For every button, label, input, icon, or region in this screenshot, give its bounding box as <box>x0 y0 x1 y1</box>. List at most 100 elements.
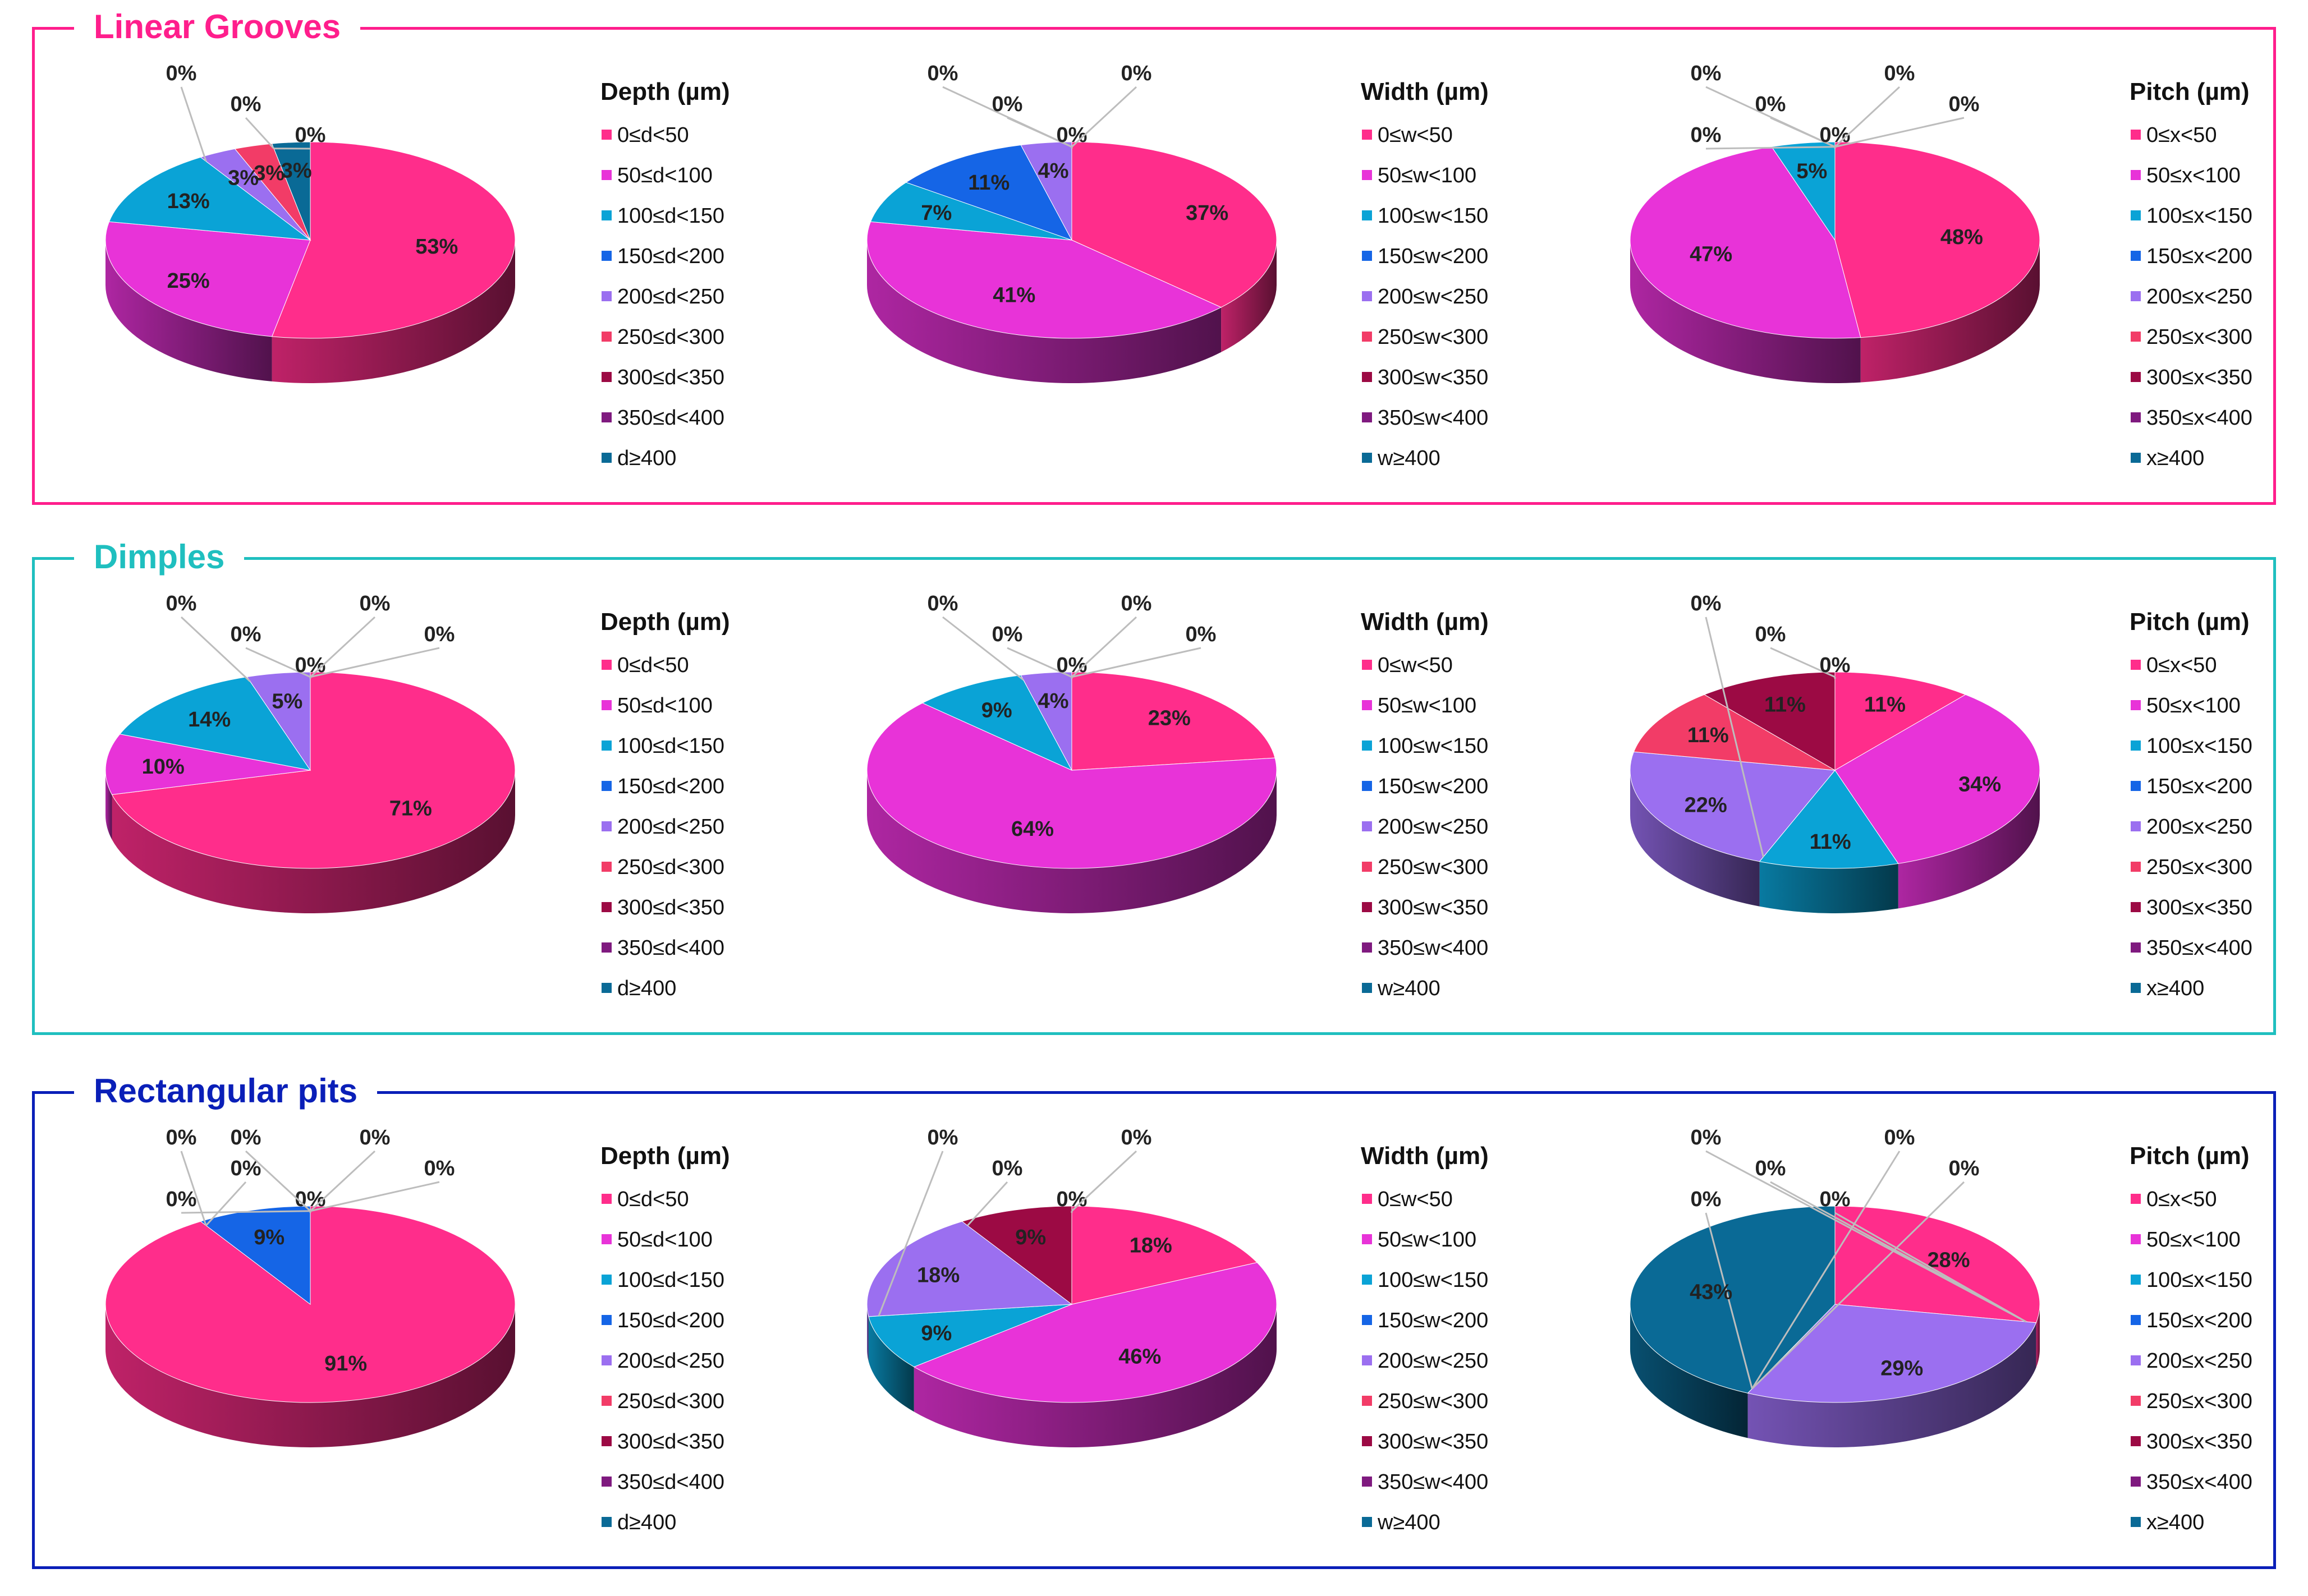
legend-swatch <box>2131 700 2141 710</box>
legend-item-300-w-350: 300≤w<350 <box>1378 366 1488 389</box>
pie-label-250-x-300: 0% <box>1884 1126 1915 1149</box>
leader-line <box>181 87 206 162</box>
legend-item-150-x-200: 150≤x<200 <box>2146 1309 2252 1332</box>
leader-line <box>1072 617 1136 677</box>
leader-line <box>310 648 439 677</box>
legend-swatch <box>602 821 612 831</box>
legend-swatch <box>602 291 612 301</box>
legend-swatch <box>2131 942 2141 953</box>
pie-label-150-w-200: 0% <box>928 1126 958 1149</box>
legend-swatch <box>602 332 612 342</box>
legend-swatch <box>2131 740 2141 751</box>
legend-swatch <box>2131 1517 2141 1527</box>
legend-item-250-w-300: 250≤w<300 <box>1378 325 1488 349</box>
pie-chart-dimples-pitch-m: 11%34%11%0%22%11%11%0%0% <box>1630 592 2040 913</box>
pie-chart-rectangular-pits-depth-m: 91%0%0%9%0%0%0%0%0% <box>105 1126 515 1447</box>
pie-label-250-d-300: 0% <box>231 623 261 646</box>
pie-label-d-400: 0% <box>424 623 455 646</box>
pie-label-200-d-250: 5% <box>272 690 302 714</box>
pie-label-250-x-300: 0% <box>1820 123 1851 147</box>
legend-item-350-w-400: 350≤w<400 <box>1378 1470 1488 1494</box>
legend-swatch <box>2131 1234 2141 1244</box>
legend-swatch <box>602 1436 612 1446</box>
legend-item-200-w-250: 200≤w<250 <box>1378 815 1488 839</box>
legend-item-150-w-200: 150≤w<200 <box>1378 775 1488 798</box>
pie-label-250-d-300: 0% <box>360 1126 391 1149</box>
legend-title: Depth (µm) <box>600 608 730 636</box>
legend-swatch <box>2131 170 2141 180</box>
pie-chart-linear-grooves-depth-m: 53%25%13%0%3%3%0%0%3% <box>105 62 515 383</box>
legend-swatch <box>1362 291 1372 301</box>
legend-swatch <box>2131 1275 2141 1285</box>
legend-item-350-d-400: 350≤d<400 <box>617 936 724 960</box>
legend-swatch <box>1362 1436 1372 1446</box>
legend-item-50-x-100: 50≤x<100 <box>2146 164 2241 187</box>
legend-item-100-w-150: 100≤w<150 <box>1378 1268 1488 1292</box>
legend-swatch <box>1362 942 1372 953</box>
legend-swatch <box>1362 453 1372 463</box>
pie-label-300-d-350: 0% <box>231 93 261 116</box>
legend-item-200-x-250: 200≤x<250 <box>2146 815 2252 839</box>
legend-item-x-400: x≥400 <box>2146 977 2204 1000</box>
pie-chart-linear-grooves-pitch-m: 48%47%5%0%0%0%0%0%0% <box>1630 62 2040 383</box>
legend-item-50-d-100: 50≤d<100 <box>617 694 713 717</box>
pie-label-200-w-250: 4% <box>1038 159 1069 183</box>
pie-label-x-400: 43% <box>1690 1280 1732 1304</box>
legend-swatch <box>602 983 612 993</box>
leader-line <box>1835 118 1964 147</box>
legend-item-0-w-50: 0≤w<50 <box>1378 1188 1453 1211</box>
pie-label-300-d-350: 0% <box>424 1157 455 1180</box>
legend-swatch <box>2131 1194 2141 1204</box>
pie-label-50-d-100: 25% <box>167 269 210 293</box>
legend-swatch <box>2131 453 2141 463</box>
pie-label-100-d-150: 13% <box>167 190 210 213</box>
pie-label-350-d-400: 0% <box>360 592 391 615</box>
pie-label-50-w-100: 46% <box>1118 1345 1161 1369</box>
pie-label-w-400: 0% <box>1186 623 1217 646</box>
legend-swatch <box>2131 412 2141 422</box>
legend-item-50-x-100: 50≤x<100 <box>2146 1228 2241 1252</box>
legend-item-350-x-400: 350≤x<400 <box>2146 936 2252 960</box>
legend-swatch <box>602 1355 612 1365</box>
legend-swatch <box>1362 251 1372 261</box>
pie-label-0-x-50: 48% <box>1940 226 1983 249</box>
leader-line <box>1072 648 1201 677</box>
legend-swatch <box>602 1517 612 1527</box>
pie-label-w-400: 0% <box>1121 62 1152 85</box>
legend-swatch <box>602 942 612 953</box>
legend-item-100-x-150: 100≤x<150 <box>2146 1268 2252 1292</box>
legend-item-x-400: x≥400 <box>2146 447 2204 470</box>
pie-label-50-x-100: 34% <box>1958 773 2001 797</box>
legend-swatch <box>2131 372 2141 382</box>
legend-item-350-d-400: 350≤d<400 <box>617 406 724 430</box>
legend-swatch <box>1362 1396 1372 1406</box>
legend-swatch <box>602 740 612 751</box>
pie-label-0-d-50: 71% <box>389 797 432 821</box>
legend-item-150-w-200: 150≤w<200 <box>1378 245 1488 268</box>
legend-swatch <box>1362 1517 1372 1527</box>
legend-swatch <box>2131 1436 2141 1446</box>
legend-title: Pitch (µm) <box>2130 78 2250 105</box>
legend-swatch <box>1362 412 1372 422</box>
legend-swatch <box>1362 332 1372 342</box>
legend-item-0-x-50: 0≤x<50 <box>2146 654 2217 677</box>
legend-swatch <box>602 453 612 463</box>
legend-item-150-x-200: 150≤x<200 <box>2146 775 2252 798</box>
legend-swatch <box>602 170 612 180</box>
pie-label-0-d-50: 53% <box>415 235 458 259</box>
legend-swatch <box>602 1396 612 1406</box>
legend-swatch <box>1362 740 1372 751</box>
legend-swatch <box>2131 862 2141 872</box>
legend-swatch <box>2131 1477 2141 1487</box>
leader-line <box>310 617 375 677</box>
legend-swatch <box>2131 781 2141 791</box>
legend-item-300-d-350: 300≤d<350 <box>617 896 724 919</box>
legend-item-350-w-400: 350≤w<400 <box>1378 936 1488 960</box>
pie-label-350-d-400: 0% <box>295 123 326 147</box>
pie-label-0-w-50: 37% <box>1186 201 1228 225</box>
leader-line <box>310 1182 439 1211</box>
pie-label-50-d-100: 10% <box>142 755 185 779</box>
legend-item-100-w-150: 100≤w<150 <box>1378 204 1488 228</box>
legend-swatch <box>602 412 612 422</box>
legend-item-50-w-100: 50≤w<100 <box>1378 694 1476 717</box>
